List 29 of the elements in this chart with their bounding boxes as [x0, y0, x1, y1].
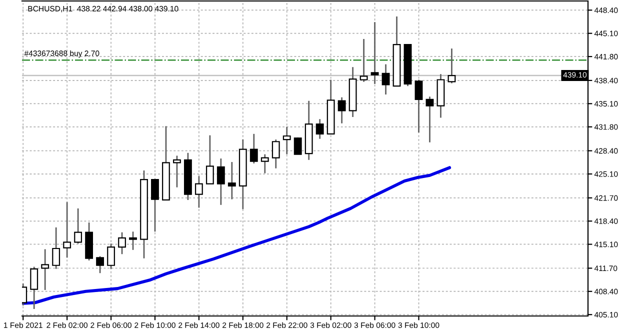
candlestick [41, 248, 50, 291]
candlestick [206, 134, 214, 185]
candlestick [107, 242, 115, 270]
candlestick [250, 133, 258, 164]
candlestick [282, 126, 291, 155]
candlestick [370, 21, 379, 85]
candlestick [316, 118, 324, 140]
candlestick [414, 79, 423, 134]
candlestick [216, 158, 225, 206]
candlestick [360, 38, 368, 83]
candlestick [151, 178, 159, 232]
candlestick [272, 138, 280, 170]
candlestick [294, 136, 302, 155]
candlestick [173, 154, 181, 188]
candlestick [63, 201, 72, 258]
candlestick [382, 64, 390, 96]
candlestick [118, 232, 126, 255]
candlestick [194, 175, 203, 208]
candlestick [338, 96, 346, 124]
candlestick [448, 48, 456, 84]
candlestick [228, 161, 236, 200]
candlestick [30, 266, 38, 310]
candlestick [96, 256, 104, 274]
candlestick [426, 96, 434, 144]
candlestick [129, 230, 137, 251]
candlestick [260, 154, 269, 174]
line-series [22, 166, 452, 305]
candlestick [74, 208, 82, 244]
candlestick [52, 226, 60, 270]
